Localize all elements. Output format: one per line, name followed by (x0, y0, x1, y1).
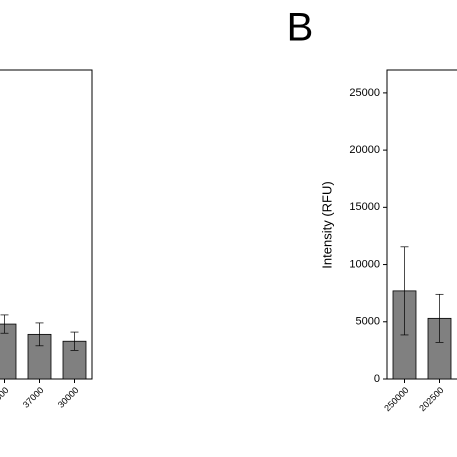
error-bar (70, 331, 79, 351)
y-tick-label: 0 (374, 373, 380, 385)
x-tick-label: 202500 (417, 385, 445, 413)
bar (0, 323, 17, 380)
panel-label: B (287, 6, 314, 50)
x-tick-label: 250000 (382, 385, 410, 413)
error-bar (435, 293, 444, 343)
x-tick-label: 37000 (21, 385, 46, 410)
y-tick-label: 20000 (349, 144, 380, 156)
error-bar (400, 246, 409, 336)
y-tick-label: 15000 (349, 201, 380, 213)
error-bar (35, 322, 44, 347)
error-bar (0, 314, 9, 334)
y-tick-label: 5000 (356, 316, 380, 328)
y-tick-label: 25000 (349, 87, 380, 99)
x-tick-label: 000 (0, 385, 11, 403)
y-axis-label: Intensity (RFU) (319, 181, 334, 268)
y-tick-label: 10000 (349, 258, 380, 270)
x-tick-label: 30000 (56, 385, 81, 410)
